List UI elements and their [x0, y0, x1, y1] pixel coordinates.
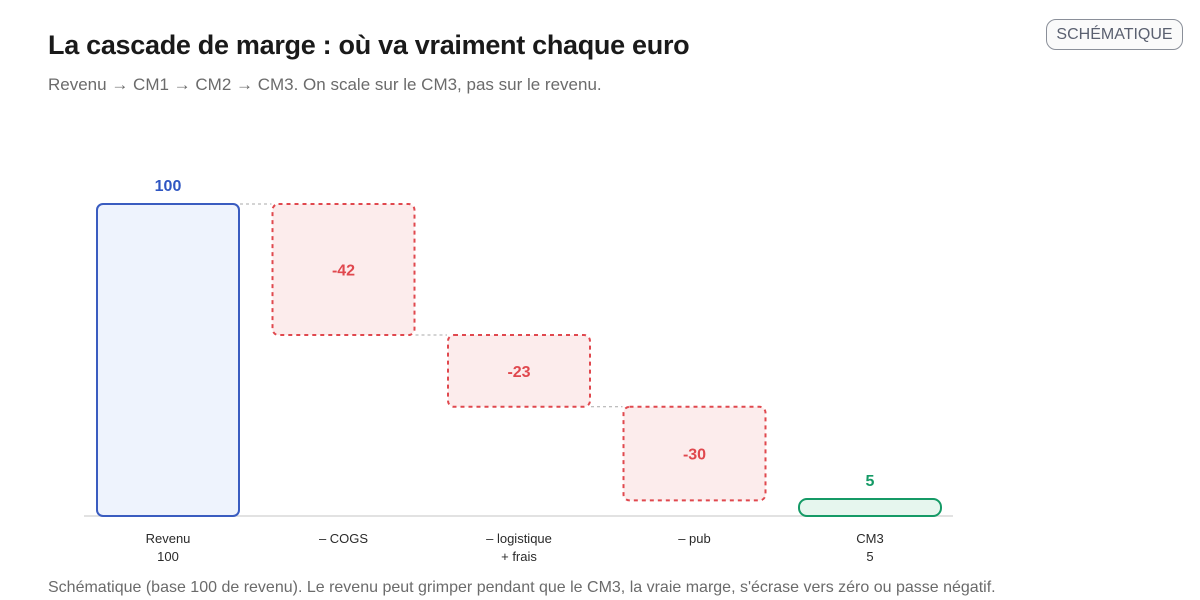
waterfall-bar-4	[622, 405, 767, 502]
value-label-3: -23	[507, 364, 530, 381]
category-label-1-line-2: 100	[157, 549, 179, 564]
category-label-5-line-2: 5	[866, 549, 873, 564]
category-label-5-line-1: CM3	[856, 531, 883, 546]
value-label-1: 100	[155, 178, 182, 195]
value-label-5: 5	[866, 473, 875, 490]
waterfall-bar-3	[447, 334, 591, 408]
waterfall-bar-5	[798, 498, 942, 517]
category-label-3-line-1: – logistique	[486, 531, 552, 546]
value-label-4: -30	[683, 447, 706, 464]
category-label-4-line-1: – pub	[678, 531, 711, 546]
value-label-2: -42	[332, 263, 355, 280]
schematic-badge: SCHÉMATIQUE	[1046, 19, 1183, 50]
chart-footnote: Schématique (base 100 de revenu). Le rev…	[48, 579, 996, 596]
category-label-1-line-1: Revenu	[146, 531, 191, 546]
waterfall-bar-1	[96, 203, 240, 517]
chart-subtitle: Revenu → CM1 → CM2 → CM3. On scale sur l…	[48, 75, 602, 94]
waterfall-bar-2	[271, 203, 416, 337]
category-label-2-line-1: – COGS	[319, 531, 368, 546]
category-label-3-line-2: + frais	[501, 549, 537, 564]
chart-title: La cascade de marge : où va vraiment cha…	[48, 30, 690, 60]
